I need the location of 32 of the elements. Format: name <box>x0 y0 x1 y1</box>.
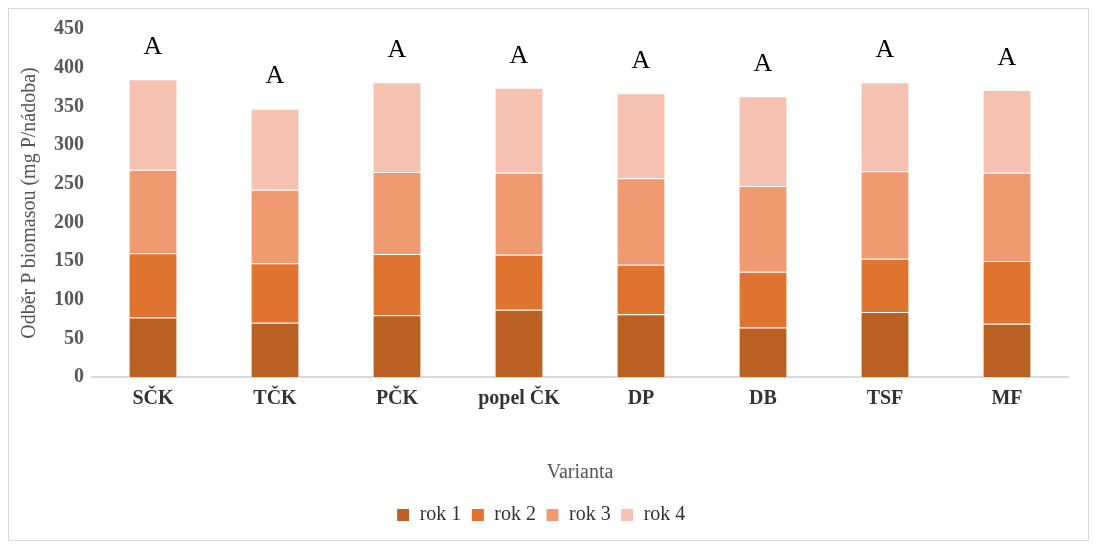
x-tick-label: DB <box>749 386 777 409</box>
legend-label: rok 3 <box>569 502 611 525</box>
annotation: A <box>753 48 773 78</box>
annotation: A <box>265 60 285 90</box>
annotation: A <box>997 41 1017 71</box>
annotation: A <box>631 45 651 75</box>
y-tick-label: 450 <box>54 16 84 39</box>
y-tick-label: 0 <box>74 364 84 387</box>
x-tick-label: TSF <box>866 386 904 409</box>
x-tick-label: popel ČK <box>478 385 561 410</box>
y-tick-label: 400 <box>54 54 84 77</box>
y-tick-label: 100 <box>54 286 84 309</box>
annotation: A <box>143 31 163 61</box>
y-tick-label: 300 <box>54 132 84 155</box>
legend-label: rok 4 <box>643 502 686 525</box>
x-tick-label: TČK <box>253 385 298 409</box>
x-tick-label: PČK <box>375 385 419 409</box>
annotation: A <box>509 39 529 69</box>
y-tick-label: 200 <box>54 209 84 232</box>
x-tick-label: DP <box>627 386 655 409</box>
y-tick-label: 150 <box>54 248 84 271</box>
y-tick-label: 50 <box>64 325 84 348</box>
annotation: A <box>387 34 407 64</box>
legend-label: rok 2 <box>494 502 537 525</box>
annotation: A <box>875 34 895 64</box>
y-tick-label: 350 <box>54 93 84 116</box>
x-tick-label: SČK <box>132 385 174 409</box>
y-tick-label: 250 <box>54 170 84 193</box>
x-tick-label: MF <box>991 386 1023 409</box>
y-axis-title: Odběr P biomasou (mg P/nádoba) <box>17 67 41 339</box>
legend-label: rok 1 <box>419 502 462 525</box>
x-axis-title: Varianta <box>546 460 614 483</box>
